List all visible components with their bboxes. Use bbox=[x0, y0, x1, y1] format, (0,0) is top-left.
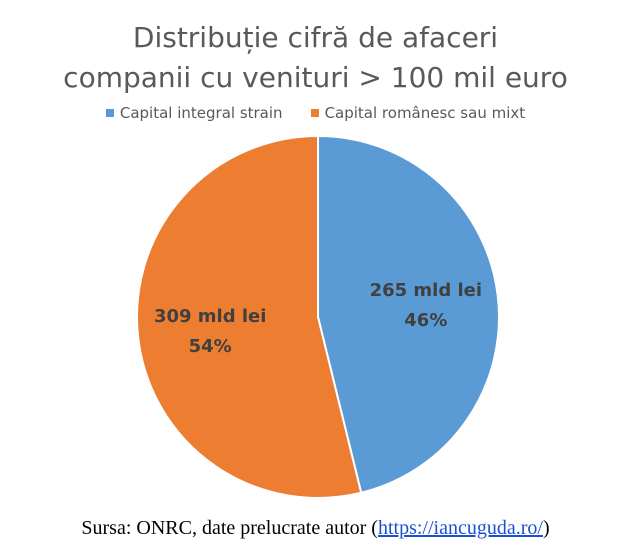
legend-swatch-foreign bbox=[105, 109, 114, 117]
chart-title: Distribuție cifră de afaceri companii cu… bbox=[0, 18, 631, 98]
value-label-foreign: 265 mld lei bbox=[370, 280, 482, 301]
source-prefix: Sursa: ONRC, date prelucrate autor ( bbox=[81, 517, 378, 539]
pie-chart: 265 mld lei 46% 309 mld lei 54% bbox=[136, 134, 500, 499]
pie-slices bbox=[136, 134, 500, 499]
chart-title-line-1: Distribuție cifră de afaceri bbox=[132, 21, 499, 54]
legend-label-romanian: Capital românesc sau mixt bbox=[324, 104, 526, 122]
legend-label-foreign: Capital integral strain bbox=[119, 104, 283, 122]
source-link[interactable]: https://iancuguda.ro/ bbox=[377, 517, 543, 539]
chart-legend: Capital integral strain Capital românesc… bbox=[0, 104, 631, 122]
legend-item-romanian: Capital românesc sau mixt bbox=[310, 104, 526, 122]
pie-slice-foreign bbox=[317, 134, 500, 494]
value-label-romanian: 309 mld lei bbox=[154, 306, 266, 327]
legend-swatch-romanian bbox=[310, 109, 319, 117]
chart-title-line-2: companii cu venituri > 100 mil euro bbox=[63, 61, 568, 94]
source-note: Sursa: ONRC, date prelucrate autor (http… bbox=[0, 517, 631, 540]
pie-data-labels: 265 mld lei 46% 309 mld lei 54% bbox=[154, 280, 482, 357]
percent-label-foreign: 46% bbox=[404, 310, 447, 331]
percent-label-romanian: 54% bbox=[189, 336, 232, 357]
pie-slice-romanian bbox=[136, 134, 363, 499]
source-suffix: ) bbox=[542, 517, 550, 539]
legend-item-foreign: Capital integral strain bbox=[105, 104, 283, 122]
